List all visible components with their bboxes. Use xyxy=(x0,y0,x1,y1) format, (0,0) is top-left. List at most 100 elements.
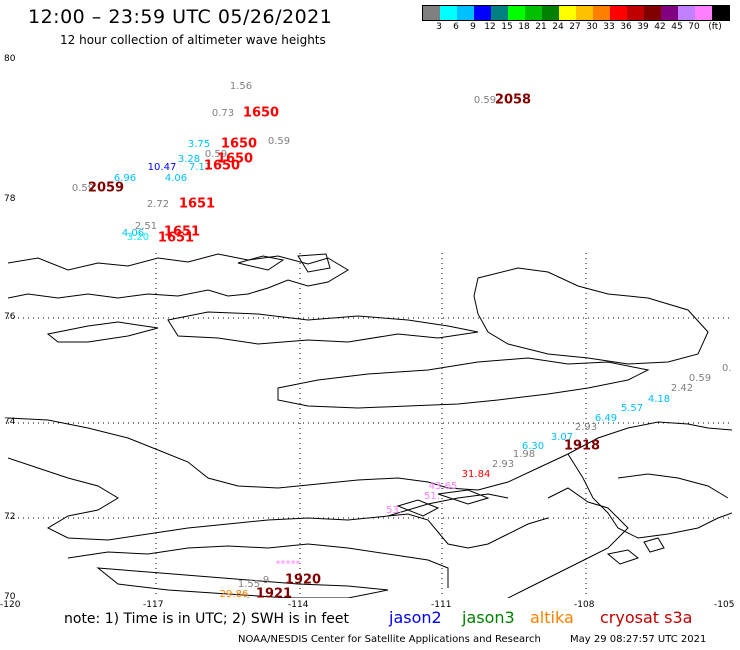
scale-label: 42 xyxy=(654,22,666,32)
victoria-island xyxy=(8,417,732,491)
lat-label-78: 78 xyxy=(4,194,16,204)
wave-height-value: 2.72 xyxy=(147,199,169,210)
scale-label: 3 xyxy=(436,22,442,32)
island-a xyxy=(237,255,285,271)
small-island-3 xyxy=(606,549,640,565)
scale-swatch-6 xyxy=(525,6,542,20)
wave-height-value: 3.20 xyxy=(127,232,149,243)
wave-height-value: 2.93 xyxy=(575,422,597,433)
small-island-2 xyxy=(396,499,440,517)
wave-height-value: 2.51 xyxy=(135,221,157,232)
scale-swatch-17 xyxy=(712,6,729,20)
scale-swatch-16 xyxy=(695,6,712,20)
coastlines xyxy=(8,253,732,598)
map-title: 12:00 – 23:59 UTC 05/26/2021 xyxy=(28,6,333,28)
scale-swatch-7 xyxy=(542,6,559,20)
wave-height-value: 0.73 xyxy=(212,108,234,119)
wave-height-value: 51. xyxy=(424,491,440,502)
victoria-island-south xyxy=(617,473,729,499)
small-island-1 xyxy=(437,489,490,505)
coastline-north xyxy=(8,253,349,299)
wave-height-value: 0.59 xyxy=(268,136,290,147)
lat-label-74: 74 xyxy=(4,417,16,427)
victoria-island-east xyxy=(567,453,732,539)
wave-height-value: 6.96 xyxy=(114,173,136,184)
wave-height-value: 10.47 xyxy=(148,162,177,173)
scale-swatch-4 xyxy=(491,6,508,20)
wave-height-value: 9 xyxy=(263,575,269,586)
victoria-island-north xyxy=(277,357,650,409)
wave-height-value: 43.65 xyxy=(429,481,458,492)
wave-height-value: 0.59 xyxy=(72,183,94,194)
wave-height-value: 1.56 xyxy=(230,81,252,92)
pass-time-label: 1650 xyxy=(217,152,253,167)
scale-swatch-9 xyxy=(576,6,593,20)
lat-label-70: 70 xyxy=(4,592,16,602)
wave-height-value: 6.49 xyxy=(595,413,617,424)
scale-label: 15 xyxy=(501,22,513,32)
lon-label-108: -108 xyxy=(574,600,595,610)
wave-height-value: 0.59 xyxy=(474,95,496,106)
banks-island xyxy=(473,267,709,365)
scale-swatch-12 xyxy=(627,6,644,20)
mainland-south xyxy=(67,543,449,588)
wave-height-value: 1.55 xyxy=(238,579,260,590)
credit-text: NOAA/NESDIS Center for Satellite Applica… xyxy=(238,634,541,645)
scale-label: 9 xyxy=(470,22,476,32)
wave-height-value: 0.5 xyxy=(722,363,732,374)
units-note: note: 1) Time is in UTC; 2) SWH is in fe… xyxy=(64,611,350,627)
bathurst-inlet xyxy=(507,487,629,598)
scale-label: 12 xyxy=(484,22,496,32)
small-island-4 xyxy=(643,537,665,553)
scale-label: 24 xyxy=(552,22,564,32)
legend-altika: altika xyxy=(530,608,574,627)
scale-label: 21 xyxy=(535,22,547,32)
pass-time-label: 1921 xyxy=(256,587,292,599)
melville-island xyxy=(167,311,479,345)
scale-swatch-3 xyxy=(474,6,491,20)
legend-jason3: jason3 xyxy=(462,608,515,627)
lon-label-117: -117 xyxy=(143,600,164,610)
wave-height-value: 29.86 xyxy=(220,589,249,598)
lat-label-76: 76 xyxy=(4,312,16,322)
pass-time-label: 1650 xyxy=(204,159,240,174)
lon-label-105: -105 xyxy=(714,600,735,610)
scale-swatch-2 xyxy=(457,6,474,20)
scale-swatch-14 xyxy=(661,6,678,20)
scale-swatch-5 xyxy=(508,6,525,20)
wave-height-value: 7.17 xyxy=(189,162,211,173)
legend-jason2: jason2 xyxy=(389,608,442,627)
wave-height-value: 0.59 xyxy=(205,149,227,160)
lon-label-120: -120 xyxy=(0,600,21,610)
pass-time-label: 1651 xyxy=(158,231,194,246)
island-b xyxy=(297,253,331,273)
wave-height-map: 1.56 0.73 1650 0.59 2058 3.75 1650 0.59 0.59 3.28… xyxy=(0,54,734,610)
scale-label: 39 xyxy=(637,22,649,32)
credit-line: NOAA/NESDIS Center for Satellite Applica… xyxy=(238,634,706,645)
lon-label-114: -114 xyxy=(288,600,309,610)
wave-height-value: 5.57 xyxy=(621,403,643,414)
scale-label: 18 xyxy=(518,22,530,32)
coronation-gulf xyxy=(387,513,549,549)
scale-label: 27 xyxy=(569,22,581,32)
scale-swatch-10 xyxy=(593,6,610,20)
scale-swatch-13 xyxy=(644,6,661,20)
pass-time-label: 2058 xyxy=(495,93,531,108)
pass-time-label: 2059 xyxy=(88,181,124,196)
wave-height-value: 4.06 xyxy=(122,228,144,239)
wave-height-value: 3.75 xyxy=(188,139,210,150)
wave-height-value: ***** xyxy=(276,559,301,570)
legend-cryosat-s3a: cryosat s3a xyxy=(600,608,693,627)
scale-swatch-15 xyxy=(678,6,695,20)
scale-label: 30 xyxy=(586,22,598,32)
wave-height-value: 2.42 xyxy=(671,383,693,394)
scale-swatch-0 xyxy=(423,6,440,20)
wave-height-value: 3.28 xyxy=(178,154,200,165)
pass-time-label: 1920 xyxy=(285,573,321,588)
color-scale xyxy=(422,5,730,21)
wave-height-value: 1.98 xyxy=(513,449,535,460)
scale-label: 36 xyxy=(620,22,632,32)
lon-label-111: -111 xyxy=(431,600,452,610)
